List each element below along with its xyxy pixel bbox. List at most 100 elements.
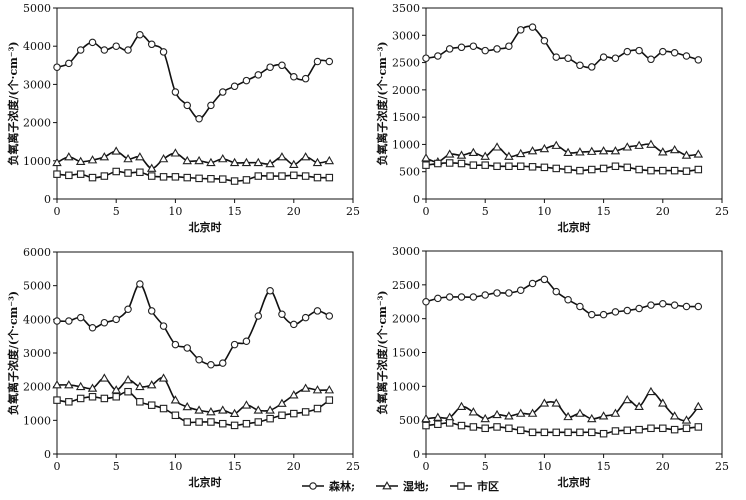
data-point [622,142,633,151]
data-point [171,88,180,96]
data-point [540,36,549,45]
data-point [146,380,157,389]
data-point [195,115,203,123]
data-point [599,53,608,61]
data-point [610,408,621,417]
data-point [527,146,538,155]
data-point [123,375,133,384]
data-point [159,404,168,413]
data-point [527,408,538,417]
data-point [469,293,478,301]
data-point [207,361,215,369]
data-point [669,411,680,420]
data-point [76,46,85,54]
y-tick-label: 2000 [392,313,420,326]
data-point [182,401,192,411]
data-point [422,297,430,306]
data-point [588,310,596,319]
legend-label: 森林; [329,479,355,493]
data-point [647,424,655,433]
data-point [434,420,442,428]
data-point [206,407,216,416]
data-point [540,275,549,284]
x-tick-label: 25 [346,205,360,218]
data-point [493,423,501,431]
data-point [312,157,323,167]
y-tick-label: 500 [399,414,420,427]
data-point [623,47,632,56]
data-point [325,312,334,320]
y-tick-label: 3000 [392,245,420,258]
data-point [659,166,667,175]
data-point [623,163,632,172]
data-point [112,42,120,50]
data-point [670,425,679,434]
data-point [659,47,667,56]
y-tick-label: 2500 [392,57,420,70]
data-point [65,59,73,68]
data-point [230,421,239,430]
data-point [421,153,431,162]
data-point [646,139,656,148]
data-point [313,173,322,182]
data-point [516,162,525,171]
data-point [147,401,156,409]
data-point [87,155,98,164]
data-point [646,386,656,396]
data-point [206,157,216,167]
data-point [53,170,61,178]
data-point [444,149,455,158]
data-point [634,401,644,411]
data-point [254,172,263,180]
data-point [65,317,73,325]
data-point [242,76,251,85]
data-point [492,142,502,151]
data-point [88,38,97,47]
data-point [599,429,608,438]
data-point [100,318,109,327]
data-point [254,418,263,426]
data-point [218,153,228,163]
data-point [681,415,692,424]
data-point [76,394,85,403]
data-point [278,310,286,319]
data-point [219,175,227,183]
data-point [266,414,274,423]
data-point [100,46,109,54]
plot-frame [56,7,354,200]
data-point [301,74,310,83]
y-tick-label: 2500 [392,279,420,292]
data-point [207,175,215,183]
data-point [516,286,525,294]
data-point [481,424,489,433]
y-tick-label: 3000 [23,78,51,91]
data-point [433,412,443,421]
data-point [681,150,692,159]
data-point [587,146,597,155]
data-point [123,153,133,163]
data-point [469,423,478,431]
data-point [456,401,467,411]
y-tick-label: 5000 [23,280,51,293]
data-point [146,163,157,172]
data-point [289,159,299,169]
data-point [635,425,643,434]
data-point [278,172,286,180]
x-tick-label: 15 [228,205,242,218]
data-point [422,421,430,430]
data-point [218,405,228,414]
data-point [147,172,156,180]
data-point [682,52,691,60]
data-point [158,153,169,163]
data-point [135,152,145,161]
data-point [682,302,691,311]
x-tick-label: 0 [423,460,430,473]
data-point [469,42,478,50]
data-point [693,149,704,158]
data-point [300,152,311,161]
series-line [425,25,699,69]
data-point [564,54,572,62]
data-point [171,340,180,349]
data-point [599,310,608,319]
x-tick-label: 15 [228,460,242,473]
